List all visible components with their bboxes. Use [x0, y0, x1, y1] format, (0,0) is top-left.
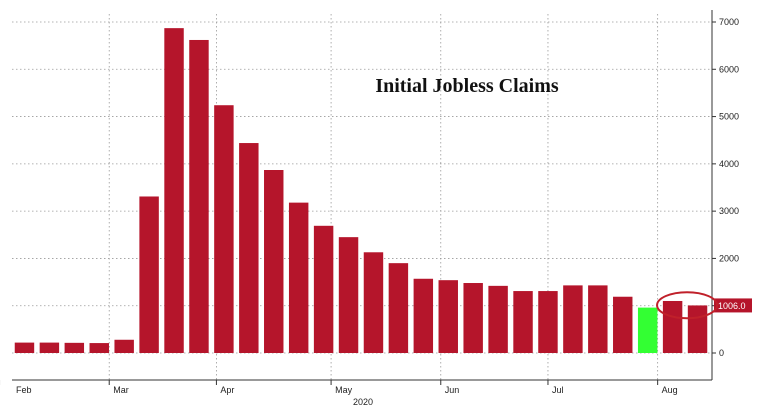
bar — [114, 339, 134, 353]
bar — [313, 225, 334, 353]
bar — [388, 263, 409, 353]
bar — [239, 143, 259, 353]
x-tick-label: Jun — [445, 385, 460, 395]
chart-title: Initial Jobless Claims — [375, 75, 559, 97]
x-tick-label: Apr — [220, 385, 234, 395]
y-tick-label: 4000 — [719, 159, 739, 169]
last-value-label: 1006.0 — [718, 301, 746, 311]
bar — [563, 285, 583, 353]
x-tick-label: May — [335, 385, 353, 395]
bar — [438, 280, 458, 353]
bar — [613, 296, 633, 353]
bar — [64, 342, 85, 353]
bar — [588, 285, 608, 353]
axes: 01000200030004000500060007000FebMarAprMa… — [0, 10, 752, 395]
x-tick-label: Mar — [113, 385, 129, 395]
last-value-flag — [714, 298, 752, 313]
bar — [14, 342, 35, 353]
x-tick-label: Jul — [552, 385, 564, 395]
bar — [637, 307, 658, 353]
bar — [288, 202, 309, 353]
annotation-circle — [656, 291, 719, 320]
bar — [214, 105, 234, 353]
x-tick-label: Feb — [16, 385, 32, 395]
y-tick-label: 2000 — [719, 253, 739, 263]
bar — [89, 343, 109, 353]
bar — [189, 39, 209, 354]
bar — [363, 252, 384, 353]
bar — [488, 285, 508, 353]
bar — [687, 305, 708, 353]
y-tick-label: 6000 — [719, 64, 739, 74]
x-axis-year-label: 2020 — [353, 397, 373, 407]
x-tick-label: Aug — [662, 385, 678, 395]
bar — [39, 342, 60, 353]
bar — [338, 237, 359, 353]
bar — [264, 170, 284, 353]
y-tick-label: 7000 — [719, 17, 739, 27]
bar — [463, 283, 483, 353]
y-tick-label: 0 — [719, 348, 724, 358]
bar — [413, 278, 434, 353]
y-tick-label: 5000 — [719, 112, 739, 122]
bar — [164, 28, 184, 353]
y-tick-label: 3000 — [719, 206, 739, 216]
bar — [139, 196, 159, 353]
bar — [513, 291, 533, 353]
bars — [14, 28, 708, 354]
bar — [662, 300, 683, 353]
bar — [538, 291, 558, 353]
